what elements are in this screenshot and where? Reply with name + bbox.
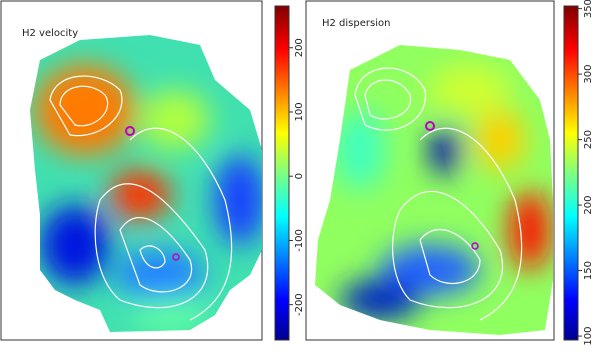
marker: [471, 242, 479, 250]
colorbar: [274, 5, 290, 341]
contours: [354, 67, 523, 321]
colorbar-tick-label: 200: [583, 196, 594, 215]
marker: [125, 126, 135, 136]
colorbar-tick-label: 150: [583, 261, 594, 280]
plot-frame: [305, 0, 555, 341]
colorbar-tick-label: -200: [294, 293, 305, 316]
dispersion-map: [315, 45, 553, 335]
colorbar-tick-label: 200: [294, 38, 305, 57]
marker: [425, 121, 435, 131]
colorbar-tick-label: -100: [294, 229, 305, 252]
colorbar-tick-label: 100: [294, 102, 305, 121]
contours: [49, 75, 233, 321]
marker: [172, 253, 180, 261]
velocity-panel: H2 velocity -200 -100 0 100 200: [0, 0, 305, 341]
dispersion-panel: H2 dispersion 100 150 200 250 300 350: [305, 0, 594, 346]
colorbar-tick-label: 0: [294, 173, 305, 179]
velocity-map: [30, 35, 262, 332]
colorbar: [563, 5, 579, 341]
panel-title: H2 velocity: [22, 28, 78, 39]
colorbar-tick-label: 250: [583, 130, 594, 149]
panel-title: H2 dispersion: [322, 18, 390, 29]
colorbar-tick-label: 100: [583, 327, 594, 346]
colorbar-tick-label: 300: [583, 65, 594, 84]
colorbar-tick-label: 350: [583, 0, 594, 18]
